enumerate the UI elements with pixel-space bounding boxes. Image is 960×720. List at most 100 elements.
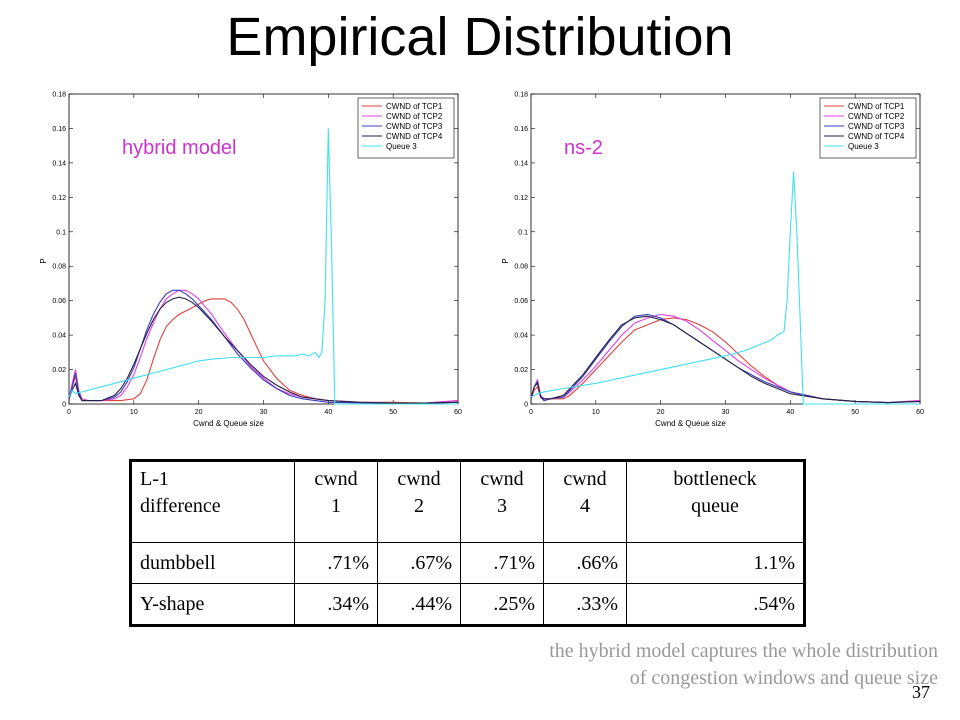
header-text: cwnd — [314, 468, 358, 490]
y-tick-label: 0.18 — [514, 92, 528, 99]
y-tick-label: 0.06 — [514, 298, 528, 305]
x-axis-label: Cwnd & Queue size — [193, 419, 264, 428]
y-tick-label: 0.02 — [514, 367, 528, 374]
x-tick-label: 40 — [324, 409, 332, 416]
y-tick-label: 0.18 — [52, 92, 66, 99]
x-tick-label: 0 — [67, 409, 71, 416]
legend-label: CWND of TCP4 — [848, 132, 905, 141]
y-tick-label: 0.06 — [52, 298, 66, 305]
table-cell: .54% — [626, 583, 805, 626]
table-row: Y-shape .34% .44% .25% .33% .54% — [130, 583, 805, 626]
y-tick-label: 0.04 — [52, 333, 66, 340]
x-tick-label: 60 — [454, 409, 462, 416]
table-header-row: L-1 difference cwnd 1 cwnd 2 cwnd 3 cwnd 4 bo… — [130, 460, 805, 543]
header-text: bottleneck — [673, 468, 757, 490]
y-tick-label: 0.12 — [52, 195, 66, 202]
ns2-chart-svg: 0 10 20 30 40 50 60 0 0.02 0.04 0.06 0.08 0.1 0.12 0.1… — [501, 92, 924, 429]
x-tick-label: 20 — [657, 409, 665, 416]
series-line — [68, 128, 458, 405]
legend-label: Queue 3 — [386, 142, 417, 151]
table-cell: .25% — [460, 583, 544, 626]
legend-label: CWND of TCP2 — [848, 112, 905, 121]
y-tick-label: 0.1 — [56, 229, 66, 236]
y-tick-label: 0.04 — [514, 333, 528, 340]
table-cell: .44% — [377, 583, 461, 626]
y-tick-label: 0 — [524, 402, 528, 409]
l1-difference-table: L-1 difference cwnd 1 cwnd 2 cwnd 3 cwnd 4 bo… — [129, 459, 806, 627]
header-text: cwnd — [397, 468, 441, 490]
header-text: L-1 — [140, 468, 169, 490]
y-axis-label: P — [39, 258, 48, 263]
legend-label: CWND of TCP3 — [386, 122, 443, 131]
x-tick-label: 50 — [389, 409, 397, 416]
header-cell: bottleneck queue — [626, 460, 805, 543]
legend-box — [819, 97, 917, 159]
legend-label: CWND of TCP1 — [386, 102, 443, 111]
header-text: cwnd — [563, 468, 607, 490]
y-tick-label: 0.16 — [514, 126, 528, 133]
table-cell: .71% — [460, 542, 544, 584]
y-tick-label: 0.14 — [514, 160, 528, 167]
series-line — [68, 296, 459, 404]
slide-title: Empirical Distribution — [226, 7, 734, 67]
legend-box — [357, 97, 455, 159]
table-cell: .66% — [543, 542, 627, 584]
y-tick-label: 0.02 — [52, 367, 66, 374]
hybrid-model-chart: 0 10 20 30 40 50 60 0 0.02 0.04 0.06 0.08 0.1 0.12 0.1… — [36, 82, 466, 434]
header-text: 2 — [414, 495, 424, 517]
ns2-chart: 0 10 20 30 40 50 60 0 0.02 0.04 0.06 0.08 0.1 0.12 0.1… — [498, 82, 928, 434]
header-cell: L-1 difference — [130, 460, 295, 543]
header-cell: cwnd 3 — [460, 460, 544, 543]
x-tick-label: 50 — [851, 409, 859, 416]
caption: the hybrid model captures the whole dist… — [398, 638, 938, 692]
x-tick-label: 10 — [592, 409, 600, 416]
x-tick-label: 30 — [722, 409, 730, 416]
y-tick-label: 0.16 — [52, 126, 66, 133]
y-axis-label: P — [501, 258, 510, 263]
row-label: Y-shape — [130, 583, 295, 626]
header-text: queue — [691, 495, 739, 517]
caption-line: the hybrid model captures the whole dist… — [549, 640, 938, 662]
header-text: 1 — [331, 495, 341, 517]
y-tick-label: 0.08 — [514, 264, 528, 271]
y-tick-label: 0.14 — [52, 160, 66, 167]
x-tick-label: 10 — [130, 409, 138, 416]
table-row: dumbbell .71% .67% .71% .66% 1.1% — [130, 542, 805, 584]
x-tick-label: 0 — [529, 409, 533, 416]
y-tick-label: 0 — [62, 402, 66, 409]
caption-line: of congestion windows and queue size — [629, 667, 938, 689]
table-cell: .71% — [294, 542, 378, 584]
series-line — [530, 315, 921, 404]
x-tick-label: 30 — [260, 409, 268, 416]
header-text: cwnd — [480, 468, 524, 490]
legend-label: CWND of TCP2 — [386, 112, 443, 121]
x-tick-label: 60 — [916, 409, 924, 416]
page-number: 37 — [912, 682, 930, 702]
chart-annotation: hybrid model — [122, 137, 237, 159]
table-cell: .33% — [543, 583, 627, 626]
table-cell: 1.1% — [626, 542, 805, 584]
header-text: 4 — [580, 495, 590, 517]
x-tick-label: 20 — [195, 409, 203, 416]
series-line — [530, 171, 920, 405]
chart-annotation: ns-2 — [564, 137, 603, 159]
legend-label: CWND of TCP3 — [848, 122, 905, 131]
x-tick-label: 40 — [786, 409, 794, 416]
header-cell: cwnd 2 — [377, 460, 461, 543]
series-line — [530, 313, 921, 404]
table-cell: .67% — [377, 542, 461, 584]
y-tick-label: 0.1 — [518, 229, 528, 236]
table-cell: .34% — [294, 583, 378, 626]
header-text: 3 — [497, 495, 507, 517]
legend-label: CWND of TCP4 — [386, 132, 443, 141]
header-cell: cwnd 1 — [294, 460, 378, 543]
header-text: difference — [140, 495, 221, 517]
legend-label: Queue 3 — [848, 142, 879, 151]
y-tick-label: 0.08 — [52, 264, 66, 271]
header-cell: cwnd 4 — [543, 460, 627, 543]
row-label: dumbbell — [130, 542, 295, 584]
legend-label: CWND of TCP1 — [848, 102, 905, 111]
hybrid-model-chart-svg: 0 10 20 30 40 50 60 0 0.02 0.04 0.06 0.08 0.1 0.12 0.1… — [39, 92, 462, 429]
y-tick-label: 0.12 — [514, 195, 528, 202]
x-axis-label: Cwnd & Queue size — [655, 419, 726, 428]
